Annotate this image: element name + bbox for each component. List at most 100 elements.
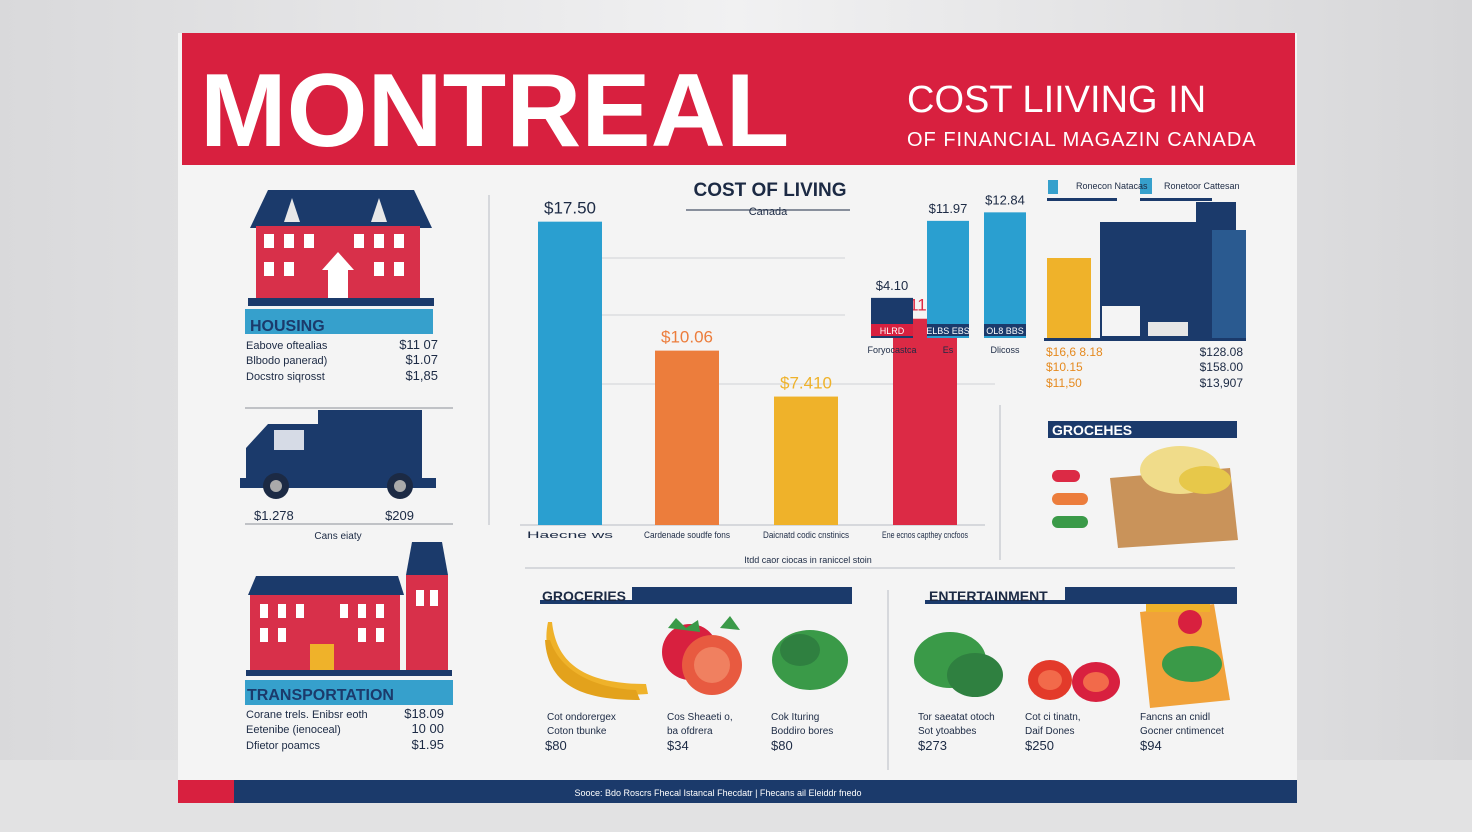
building-icon-part — [310, 644, 334, 671]
building-icon-part — [340, 604, 348, 618]
city-icon-part — [1048, 180, 1058, 194]
building-icon-part — [278, 604, 286, 618]
house-icon-part — [284, 262, 294, 276]
inner-label-strip — [871, 324, 913, 336]
building-icon-part — [278, 628, 286, 642]
grocery-item-price: $80 — [771, 738, 793, 753]
house-icon-part — [371, 198, 387, 222]
inner-label-strip — [927, 324, 969, 336]
food-icons-part — [694, 647, 730, 683]
category-label: Dlicoss — [990, 345, 1020, 355]
value-label: $4.10 — [876, 278, 909, 293]
food-icons-part — [780, 634, 820, 666]
house-icon-part — [264, 234, 274, 248]
food-icons-part — [1178, 610, 1202, 634]
category-label: Ene ecnos capthey cncfoos — [882, 530, 968, 540]
truck-icon-part — [240, 478, 436, 488]
house-icon-part — [328, 270, 348, 298]
house-icon-part — [374, 234, 384, 248]
entertainment-title: ENTERTAINMENT — [929, 588, 1048, 604]
building-icon-part — [430, 590, 438, 606]
transportation-row-value: $18.09 — [404, 706, 444, 721]
food-icons-part — [720, 616, 740, 630]
grocery-bag-icon-part — [1052, 470, 1080, 482]
house-icon-part — [248, 298, 434, 306]
housing-row-value: $11 07 — [399, 337, 438, 352]
city-left-value: $16,6 8.18 — [1046, 345, 1103, 359]
transportation-row-label: Corane trels. Enibsr eoth — [246, 709, 368, 721]
building-icon-part — [246, 670, 452, 676]
category-label: Foryocastca — [867, 345, 916, 355]
building-icon-part — [406, 575, 448, 673]
city-icon-part — [1102, 306, 1140, 336]
housing-row-label: Eabove oftealias — [246, 340, 328, 352]
entertainment-item-text: Sot ytoabbes — [918, 726, 976, 737]
building-icon-part — [260, 604, 268, 618]
transportation-row-value: $1.95 — [411, 737, 444, 752]
house-icon-part — [394, 234, 404, 248]
transportation-row-label: Dfietor poamcs — [246, 740, 320, 752]
city-icon-part — [1212, 230, 1246, 340]
entertainment-item-price: $273 — [918, 738, 947, 753]
entertainment-item-text: Gocner cntimencet — [1140, 726, 1224, 737]
transportation-row-label: Eetenibe (ienoceal) — [246, 724, 341, 736]
vehicle-value: $1.278 — [254, 508, 294, 523]
value-label: $12.84 — [985, 192, 1025, 207]
building-icon-part — [296, 604, 304, 618]
value-label: $17.50 — [544, 199, 596, 218]
transportation-row-value: 10 00 — [411, 721, 444, 736]
inner-label-strip — [984, 324, 1026, 336]
bar — [984, 212, 1026, 338]
transportation-banner — [245, 680, 453, 705]
city-icon-part — [1148, 322, 1188, 336]
value-label: $7.410 — [780, 374, 832, 393]
inner-label: ELBS EBS — [926, 326, 970, 336]
grocery-item-text: Cok Ituring — [771, 712, 819, 723]
city-icon-part — [1140, 178, 1152, 194]
truck-icon — [240, 410, 436, 499]
inner-label: HLRD — [880, 326, 905, 336]
entertainment-item-price: $94 — [1140, 738, 1162, 753]
header-tagline: OF FINANCIAL MAGAZIN CANADA — [907, 129, 1257, 151]
grocery-bag-icon-part — [1052, 516, 1088, 528]
vehicle-caption: Cans eiaty — [314, 531, 361, 542]
food-icons-part — [1083, 672, 1109, 692]
house-icon-part — [264, 262, 274, 276]
truck-icon-part — [274, 430, 304, 450]
house-icon-part — [284, 234, 294, 248]
housing-row-label: Docstro siqrosst — [246, 371, 325, 383]
building-icon-part — [406, 542, 448, 575]
food-icons-part — [545, 640, 640, 700]
inner-label: OL8 BBS — [986, 326, 1024, 336]
entertainment-item-text: Cot ci tinatn, — [1025, 712, 1081, 723]
entertainment-item-text: Daif Dones — [1025, 726, 1074, 737]
truck-icon-part — [318, 410, 422, 482]
entertainment-banner — [1065, 587, 1237, 604]
housing-row-label: Blbodo panerad) — [246, 355, 327, 367]
house-icon-part — [354, 234, 364, 248]
entertainment-item-text: Fancns an cnidl — [1140, 712, 1210, 723]
housing-row-value: $1,85 — [405, 368, 438, 383]
side-banner — [1048, 421, 1237, 438]
food-icons-part — [1162, 646, 1222, 682]
building-icon-part — [248, 576, 404, 595]
city-right-value: $13,907 — [1200, 376, 1244, 390]
grocery-item-text: Cot ondorergex — [547, 712, 616, 723]
value-label: $11.97 — [929, 201, 968, 216]
building-icon-part — [376, 604, 384, 618]
grocery-item-text: ba ofdrera — [667, 726, 713, 737]
city-left-value: $10.15 — [1046, 360, 1083, 374]
city-icon-part — [1047, 198, 1117, 201]
food-icons-part — [947, 653, 1003, 697]
legend-label: Ronetoor Cattesan — [1164, 181, 1240, 191]
chart-note: Itdd caor ciocas in raniccel stoin — [744, 555, 872, 565]
bar — [893, 318, 957, 525]
building-icon — [246, 542, 452, 676]
chart-subtitle: Canada — [749, 206, 788, 218]
house-icon-part — [322, 252, 354, 270]
city-left-value: $11,50 — [1046, 376, 1082, 390]
city-icon — [1044, 178, 1246, 341]
house-icon-part — [304, 234, 314, 248]
